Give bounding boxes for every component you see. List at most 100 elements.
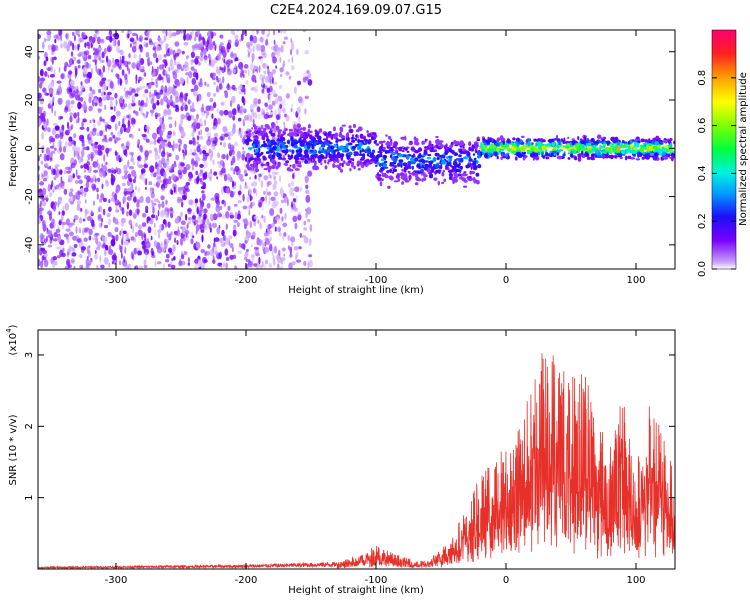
spectrogram-cell xyxy=(64,202,70,211)
spectrogram-cell xyxy=(261,260,264,268)
spectrogram-cell xyxy=(120,240,124,246)
spectrogram-cell xyxy=(154,198,159,202)
spectrogram-cell xyxy=(105,180,109,187)
spectrogram-cell xyxy=(238,173,244,180)
spectrogram-cell xyxy=(460,167,463,170)
spectrogram-cell xyxy=(242,150,246,154)
spectrogram-cell xyxy=(339,168,343,173)
spectrogram-cell xyxy=(551,141,555,147)
spectrogram-cell xyxy=(86,165,90,171)
spectrogram-cell xyxy=(248,158,252,162)
spectrogram-cell xyxy=(176,30,181,35)
spectrogram-cell xyxy=(78,217,83,224)
spectrogram-cell xyxy=(524,145,527,149)
spectrogram-cell xyxy=(145,209,149,213)
spectrogram-cell xyxy=(275,114,280,120)
spectrogram-cell xyxy=(195,228,198,235)
spectrogram-cell xyxy=(271,76,274,84)
spectrogram-cell xyxy=(114,150,117,157)
spectrogram-cell xyxy=(613,146,616,149)
spectrogram-cell xyxy=(314,162,317,168)
colorbar: 0.00.20.40.60.8 Normalized spectral ampl… xyxy=(697,29,749,277)
spectrogram-cell xyxy=(154,49,157,54)
spectrogram-cell xyxy=(360,136,364,139)
spectrogram-cell xyxy=(296,123,301,129)
spectrogram-cell xyxy=(287,234,290,241)
spectrogram-cell xyxy=(266,181,270,188)
spectrogram-cell xyxy=(126,210,129,217)
spectrogram-cell xyxy=(82,103,88,111)
spectrogram-cell xyxy=(308,36,311,42)
spectrogram-cell xyxy=(443,178,447,182)
spectrogram-cell xyxy=(265,194,267,203)
spectrogram-cell xyxy=(303,236,309,244)
spectrogram-cell xyxy=(468,141,472,147)
spectrogram-cell xyxy=(644,145,647,150)
spectrogram-cell xyxy=(209,248,215,257)
spectrogram-cell xyxy=(405,146,410,149)
spectrogram-cell xyxy=(428,160,433,164)
spectrogram-cell xyxy=(75,30,80,35)
spectrogram-cell xyxy=(114,59,120,63)
spectrogram-cell xyxy=(429,148,434,153)
spectrogram-cell xyxy=(283,232,287,237)
spectrogram-cell xyxy=(229,52,234,59)
spectrogram-cell xyxy=(268,172,271,179)
spectrogram-cell xyxy=(382,146,386,150)
spectrogram-cell xyxy=(465,164,470,169)
spectrogram-cell xyxy=(236,157,240,161)
spectrogram-cell xyxy=(100,39,105,44)
spectrogram-cell xyxy=(371,132,377,136)
spectrogram-cell xyxy=(192,46,195,52)
spectrogram-cell xyxy=(423,166,428,169)
spectrogram-cell xyxy=(199,118,203,126)
spectrogram-cell xyxy=(156,66,159,74)
spectrogram-cell xyxy=(119,78,122,87)
spectrogram-cell xyxy=(397,178,401,182)
spectrogram-cell xyxy=(167,154,169,161)
spectrogram-cell xyxy=(70,195,74,202)
spectrogram-cell xyxy=(107,79,112,83)
spectrogram-cell xyxy=(175,81,181,87)
spectrogram-cell xyxy=(319,146,322,152)
spectrogram-cell xyxy=(107,231,112,237)
spectrogram-cell xyxy=(201,208,205,214)
spectrogram-cell xyxy=(206,39,209,46)
spectrogram-cell xyxy=(93,169,99,173)
spectrogram-cell xyxy=(94,149,98,154)
spectrogram-cell xyxy=(164,211,169,219)
x-tick-label: 0 xyxy=(503,275,509,286)
spectrogram-cell xyxy=(150,77,154,82)
spectrogram-cell xyxy=(66,44,70,52)
spectrogram-cell xyxy=(272,56,277,64)
spectrogram-cell xyxy=(129,37,135,43)
spectrogram-cell xyxy=(165,259,170,263)
spectrogram-cell xyxy=(649,152,654,156)
spectrogram-cell xyxy=(72,144,78,152)
spectrogram-cell xyxy=(163,238,167,245)
spectrogram-cell xyxy=(347,160,352,164)
spectrogram-cell xyxy=(310,154,315,159)
spectrogram-cell xyxy=(567,136,570,139)
spectrogram-cell xyxy=(243,134,248,138)
spectrogram-cell xyxy=(128,165,134,170)
spectrogram-cell xyxy=(123,240,129,246)
spectrogram-cell xyxy=(458,154,462,158)
spectrogram-cell xyxy=(51,128,57,136)
spectrogram-cell xyxy=(130,157,135,163)
spectrogram-cell xyxy=(123,126,127,133)
spectrogram-cell xyxy=(159,136,164,142)
spectrogram-cell xyxy=(200,186,206,190)
spectrogram-cell xyxy=(271,252,274,256)
chart-title: C2E4.2024.169.09.07.G15 xyxy=(270,3,442,18)
spectrogram-cell xyxy=(120,126,123,135)
spectrogram-cell xyxy=(143,163,148,169)
spectrogram-cell xyxy=(414,140,417,146)
spectrogram-cell xyxy=(50,150,56,154)
spectrogram-cell xyxy=(53,69,56,76)
spectrogram-cell xyxy=(203,56,208,63)
spectrogram-cell xyxy=(148,217,151,221)
spectrogram-cell xyxy=(562,145,568,148)
spectrogram-cell xyxy=(449,164,453,167)
